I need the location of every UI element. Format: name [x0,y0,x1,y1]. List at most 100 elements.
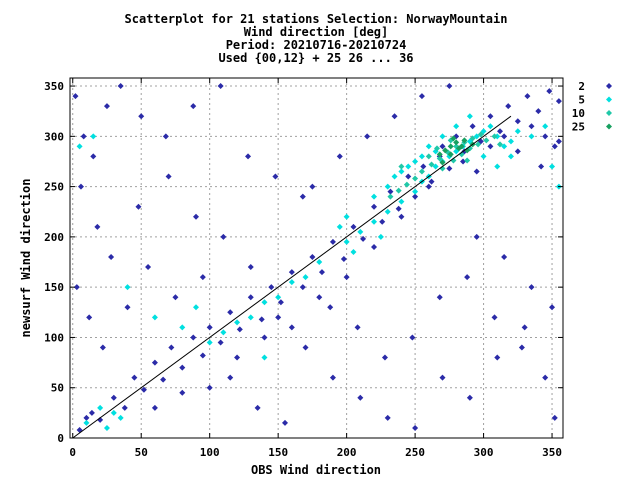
data-point-series-2 [275,314,282,321]
data-point-series-2 [460,158,467,165]
data-point-series-2 [446,165,453,172]
data-point-series-2 [469,123,476,130]
data-point-series-2 [99,344,106,351]
data-point-series-2 [514,118,521,125]
data-point-series-2 [473,233,480,240]
data-point-series-2 [535,108,542,115]
legend-label: 2 [578,80,585,93]
data-point-series-5 [412,188,419,195]
y-tick-label: 250 [44,181,64,194]
y-tick-label: 200 [44,231,64,244]
legend-marker [606,83,612,89]
y-tick-label: 350 [44,80,64,93]
chart-title: Scatterplot for 21 stations Selection: N… [125,12,508,65]
data-point-series-2 [551,143,558,150]
plot-area [69,77,564,439]
title-line-1: Scatterplot for 21 stations Selection: N… [125,12,508,26]
data-point-series-2 [542,374,549,381]
data-point-series-2 [288,269,295,276]
data-point-series-2 [501,133,508,140]
data-point-series-2 [405,173,412,180]
data-point-series-10 [475,141,482,148]
x-tick-label: 0 [69,446,76,459]
data-point-series-5 [336,223,343,230]
data-point-series-10 [491,133,498,140]
data-point-series-2 [428,178,435,185]
data-point-series-2 [199,274,206,281]
data-point-series-2 [83,414,90,421]
legend-marker [606,123,612,130]
y-tick-label: 150 [44,281,64,294]
data-point-series-10 [464,157,471,164]
y-tick-label: 100 [44,331,64,344]
data-point-series-5 [206,339,213,346]
data-point-series-2 [371,203,378,210]
data-point-series-5 [453,123,460,130]
data-point-series-2 [542,133,549,140]
data-point-series-2 [247,264,254,271]
data-point-series-25 [439,159,446,166]
data-point-series-2 [124,304,131,311]
data-point-series-2 [80,133,87,140]
data-point-series-2 [227,309,234,316]
data-point-series-2 [425,183,432,190]
title-line-4: Used {00,12} + 25 26 ... 36 [218,51,413,65]
data-point-series-2 [135,203,142,210]
legend-label: 25 [572,121,585,134]
data-point-series-2 [77,183,84,190]
data-point-series-2 [117,83,124,90]
data-point-series-2 [549,304,556,311]
data-point-series-2 [505,103,512,110]
data-point-series-10 [398,163,405,170]
data-point-series-5 [377,233,384,240]
data-point-series-5 [494,163,501,170]
data-point-series-2 [473,168,480,175]
data-point-series-5 [275,294,282,301]
diagonal-line [72,115,512,439]
data-point-series-10 [483,137,490,144]
data-point-series-2 [420,163,427,170]
data-point-series-5 [501,143,508,150]
data-point-series-2 [90,153,97,160]
data-point-series-2 [497,128,504,135]
data-point-series-2 [121,404,128,411]
data-point-series-5 [343,238,350,245]
data-point-series-5 [124,284,131,291]
data-point-series-2 [387,188,394,195]
data-point-series-10 [434,145,441,152]
data-point-series-2 [409,334,416,341]
data-point-series-2 [217,83,224,90]
data-point-series-5 [418,153,425,160]
data-point-series-2 [487,143,494,150]
data-point-series-2 [518,344,525,351]
data-point-series-2 [398,213,405,220]
data-point-series-5 [90,133,97,140]
y-tick-label: 0 [57,432,64,445]
data-point-series-2 [88,409,95,416]
data-point-series-10 [412,175,419,182]
data-point-series-10 [395,187,402,194]
data-point-series-10 [387,193,394,200]
data-point-series-2 [418,93,425,100]
data-point-series-2 [439,374,446,381]
data-point-series-2 [327,304,334,311]
data-point-series-2 [190,103,197,110]
data-point-series-2 [277,299,284,306]
data-point-series-2 [86,314,93,321]
legend-marker [606,110,612,116]
data-point-series-5 [480,153,487,160]
data-point-series-5 [371,193,378,200]
data-point-series-5 [234,319,241,326]
data-point-series-2 [299,193,306,200]
data-point-series-2 [309,183,316,190]
data-point-series-2 [464,274,471,281]
x-axis-label: OBS Wind direction [251,463,381,477]
x-tick-label: 100 [200,446,220,459]
data-point-series-10 [477,131,484,138]
data-point-series-2 [546,88,553,95]
data-point-series-10 [469,135,476,142]
data-point-series-2 [384,414,391,421]
data-point-series-2 [354,324,361,331]
data-point-series-2 [108,253,115,260]
data-point-series-2 [412,424,419,431]
